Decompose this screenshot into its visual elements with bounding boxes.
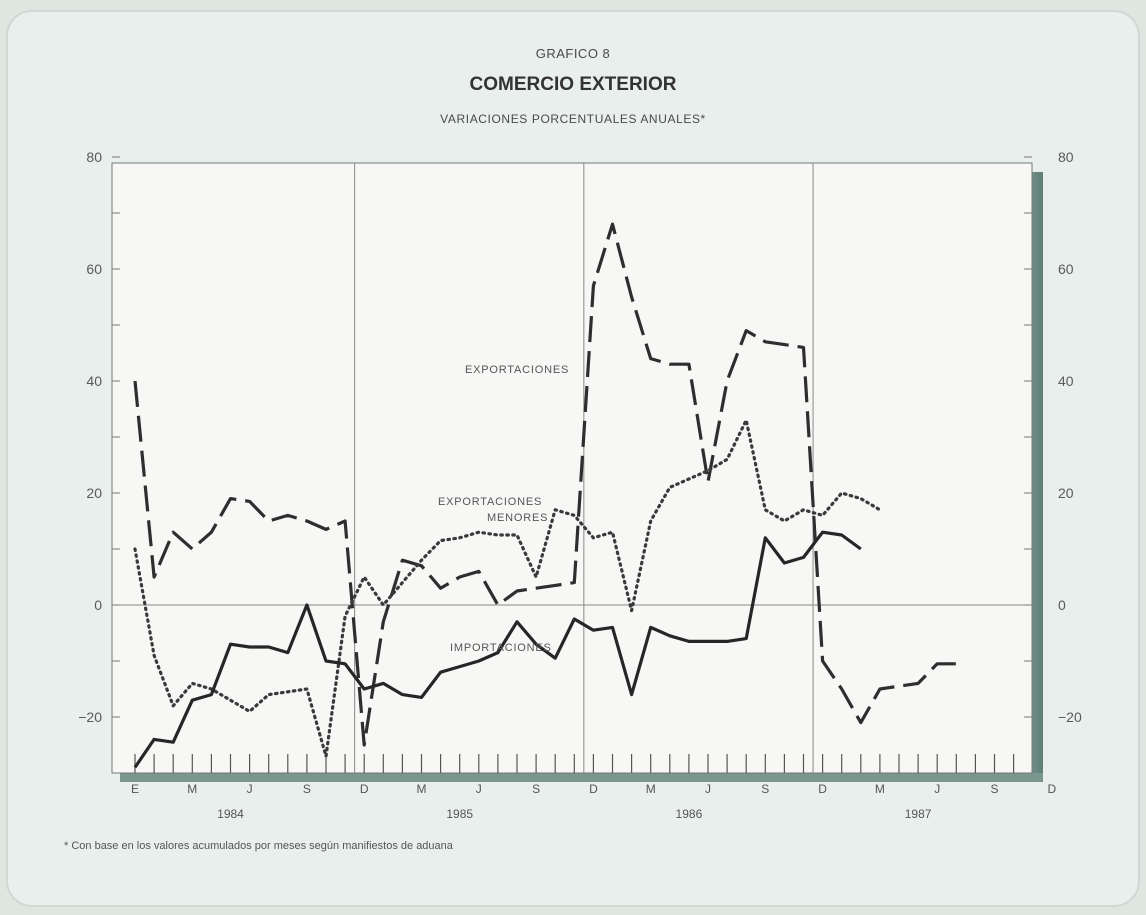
y-tick-label-left: 0 — [94, 597, 102, 613]
y-tick-label-left: 80 — [86, 149, 102, 165]
x-year-label: 1985 — [446, 807, 473, 821]
series-line-importaciones — [133, 530, 862, 769]
y-tick-label-right: 20 — [1058, 485, 1074, 501]
x-year-label: 1987 — [905, 807, 932, 821]
y-tick-label-left: −20 — [78, 709, 102, 725]
y-tick-label-right: 80 — [1058, 149, 1074, 165]
plot-shadow-bottom — [120, 773, 1043, 782]
plot-shadow-right — [1032, 172, 1043, 780]
x-month-label: J — [934, 782, 940, 796]
y-tick-label-left: 40 — [86, 373, 102, 389]
x-month-label: J — [705, 782, 711, 796]
y-ticks — [112, 156, 1032, 774]
x-month-label: J — [247, 782, 253, 796]
plot-area — [111, 162, 1033, 774]
x-year-label: 1986 — [676, 807, 703, 821]
x-month-label: D — [360, 782, 369, 796]
x-year-label: 1984 — [217, 807, 244, 821]
chart-subtitle: VARIACIONES PORCENTUALES ANUALES* — [440, 112, 706, 126]
y-tick-label-right: −20 — [1058, 709, 1082, 725]
y-tick-label-right: 60 — [1058, 261, 1074, 277]
series-line-exportaciones — [133, 222, 957, 747]
x-month-label: D — [1047, 782, 1056, 796]
x-month-label: M — [875, 782, 885, 796]
x-month-label: D — [589, 782, 598, 796]
x-month-label: J — [476, 782, 482, 796]
year-dividers — [354, 163, 814, 773]
y-tick-label-right: 40 — [1058, 373, 1074, 389]
x-month-label: S — [303, 782, 311, 796]
x-month-label: E — [131, 782, 139, 796]
footnote: * Con base en los valores acumulados por… — [64, 840, 453, 852]
axis-labels: −20 −20 0 0 20 20 40 40 60 60 80 80 E M J S D M J S D M J S D M J S… — [78, 149, 1082, 821]
chart-supertitle: GRAFICO 8 — [535, 46, 611, 61]
x-ticks — [134, 754, 1015, 773]
x-month-label: M — [646, 782, 656, 796]
series-lines — [133, 222, 957, 769]
annotation-exportaciones: EXPORTACIONES — [465, 364, 569, 376]
chart-title: COMERCIO EXTERIOR — [469, 74, 677, 95]
series-line-exportaciones-menores — [133, 418, 882, 758]
x-month-label: M — [187, 782, 197, 796]
x-month-label: S — [761, 782, 769, 796]
x-month-label: S — [990, 782, 998, 796]
annotation-exportaciones-menores-1: EXPORTACIONES — [438, 496, 542, 508]
y-tick-label-right: 0 — [1058, 597, 1066, 613]
annotation-exportaciones-menores-2: MENORES — [487, 512, 548, 524]
series-annotations: EXPORTACIONES EXPORTACIONES MENORES IMPO… — [438, 364, 569, 654]
y-tick-label-left: 20 — [86, 485, 102, 501]
x-month-label: D — [818, 782, 827, 796]
x-month-label: M — [417, 782, 427, 796]
annotation-importaciones: IMPORTACIONES — [450, 642, 552, 654]
y-tick-label-left: 60 — [86, 261, 102, 277]
x-month-label: S — [532, 782, 540, 796]
